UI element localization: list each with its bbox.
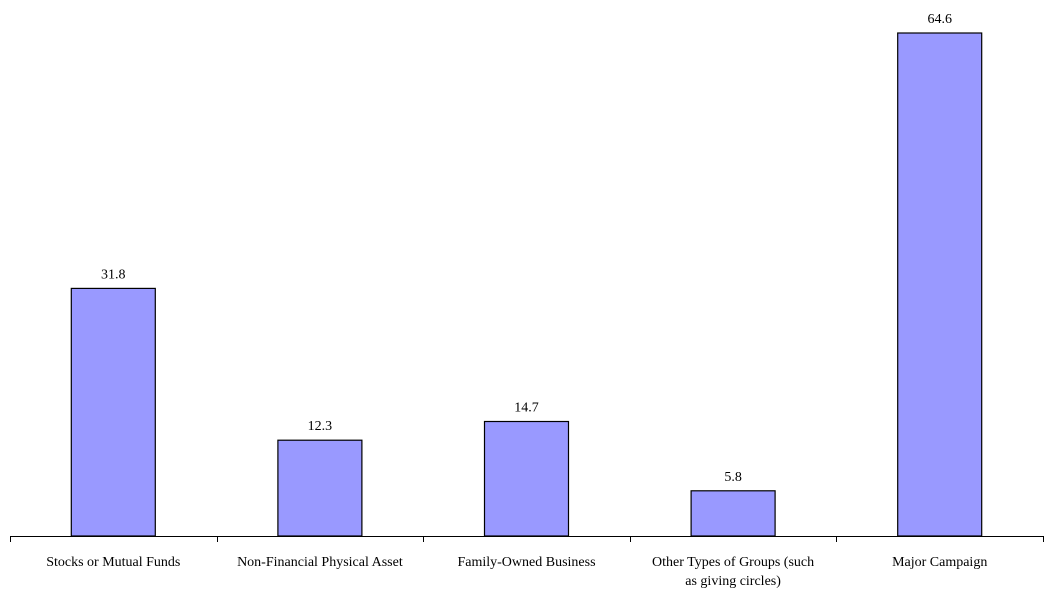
category-label: Other Types of Groups (such: [652, 555, 814, 570]
bar: [690, 490, 776, 537]
bar: [483, 420, 570, 537]
category-label: Family-Owned Business: [457, 555, 595, 570]
category-label: as giving circles): [685, 574, 781, 589]
bar-value-label: 5.8: [724, 470, 742, 485]
bars-group: [70, 32, 983, 537]
bar-value-label: 14.7: [514, 401, 539, 416]
category-labels-group: Stocks or Mutual Funds Non-Financial Phys…: [46, 555, 987, 589]
bar-value-label: 12.3: [308, 419, 333, 434]
category-label: Non-Financial Physical Asset: [237, 555, 403, 570]
bar-value-label: 31.8: [101, 267, 126, 282]
bar: [897, 32, 983, 537]
x-axis-ticks-group: [10, 536, 1044, 542]
bar: [70, 287, 156, 537]
bar: [277, 439, 363, 537]
category-label: Major Campaign: [892, 555, 987, 570]
bar-value-label: 64.6: [927, 12, 952, 27]
value-labels-group: 31.8 12.3 14.7 5.8 64.6: [101, 12, 952, 485]
category-label: Stocks or Mutual Funds: [46, 555, 180, 570]
